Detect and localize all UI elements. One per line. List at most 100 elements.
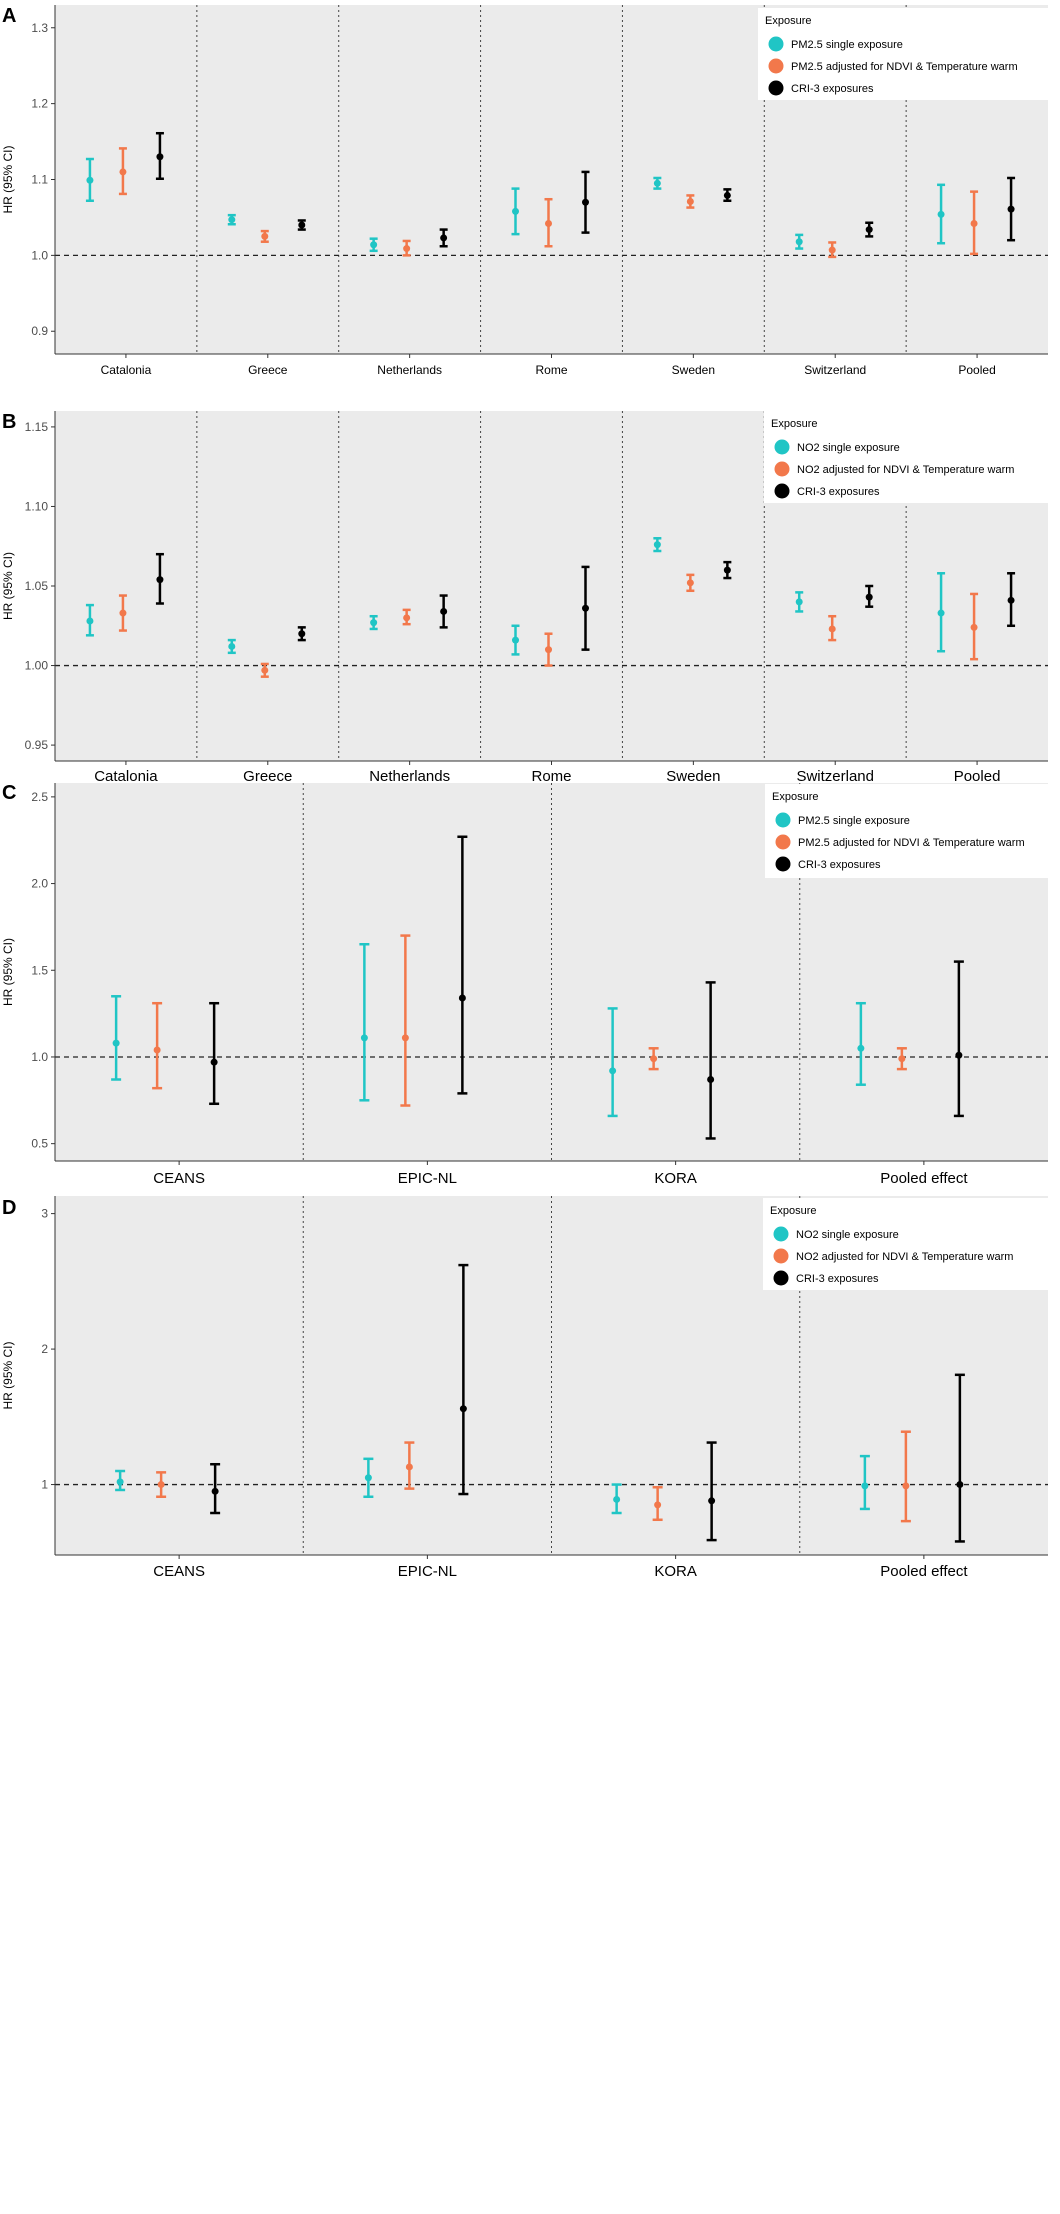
point-estimate <box>459 1405 467 1413</box>
y-tick-label: 1.00 <box>25 659 49 673</box>
legend-key <box>768 80 784 96</box>
category-label: Greece <box>248 363 288 377</box>
legend-box <box>763 1198 1048 1290</box>
point-estimate <box>405 1463 413 1471</box>
point-estimate <box>861 1482 869 1490</box>
point-estimate <box>157 1481 165 1489</box>
y-axis-title: HR (95% CI) <box>1 938 15 1006</box>
category-label: EPIC-NL <box>398 1563 457 1580</box>
point-estimate <box>360 1034 368 1042</box>
legend-box <box>765 784 1048 878</box>
category-label: Netherlands <box>377 363 442 377</box>
category-label: CEANS <box>153 1170 205 1187</box>
point-estimate <box>228 216 236 224</box>
category-label: Pooled effect <box>880 1563 968 1580</box>
legend-box <box>758 8 1048 100</box>
legend-title: Exposure <box>771 418 817 430</box>
point-estimate <box>970 623 978 631</box>
point-estimate <box>937 609 945 617</box>
category-label: Switzerland <box>796 768 874 785</box>
y-tick-label: 2.5 <box>31 790 48 804</box>
point-estimate <box>1007 205 1015 213</box>
point-estimate <box>545 220 552 228</box>
legend-label: PM2.5 single exposure <box>791 39 903 51</box>
point-estimate <box>609 1067 617 1075</box>
legend-label: PM2.5 single exposure <box>798 815 910 827</box>
legend-box <box>764 411 1048 503</box>
legend-label: CRI-3 exposures <box>791 83 874 95</box>
legend-key <box>775 812 791 828</box>
legend-key <box>773 1270 789 1286</box>
point-estimate <box>156 576 164 584</box>
point-estimate <box>403 245 411 253</box>
point-estimate <box>970 220 978 228</box>
point-estimate <box>119 168 127 176</box>
category-label: Pooled <box>954 768 1001 785</box>
legend-label: NO2 adjusted for NDVI & Temperature warm <box>796 1251 1013 1263</box>
y-axis-title: HR (95% CI) <box>1 1341 15 1409</box>
legend-label: PM2.5 adjusted for NDVI & Temperature wa… <box>791 61 1018 73</box>
y-tick-label: 1.3 <box>31 21 48 35</box>
panel-c: C 0.5 1.0 1.5 2.0 2.5 HR (95% CI) CEANS EPIC-NL K… <box>1 782 1048 1187</box>
y-tick-label: 1.10 <box>25 499 49 513</box>
legend-title: Exposure <box>765 15 811 27</box>
category-label: Rome <box>531 768 571 785</box>
panel-b: B 0.95 1.00 1.05 1.10 1.15 HR (95% CI) Cataloni… <box>1 411 1048 785</box>
point-estimate <box>364 1474 372 1482</box>
category-label: Netherlands <box>369 768 450 785</box>
point-estimate <box>582 198 589 206</box>
point-estimate <box>865 593 873 601</box>
y-tick-label: 0.5 <box>31 1137 48 1151</box>
panel-letter: A <box>2 5 16 27</box>
point-estimate <box>865 226 873 234</box>
point-estimate <box>401 1034 409 1042</box>
point-estimate <box>955 1051 963 1059</box>
point-estimate <box>708 1497 716 1505</box>
legend-label: PM2.5 adjusted for NDVI & Temperature wa… <box>798 837 1025 849</box>
legend-key <box>774 461 790 477</box>
point-estimate <box>545 646 552 654</box>
point-estimate <box>458 994 466 1002</box>
y-axis-title: HR (95% CI) <box>1 552 15 620</box>
point-estimate <box>654 1501 662 1509</box>
category-label: Catalonia <box>94 768 158 785</box>
point-estimate <box>956 1481 964 1489</box>
legend-key <box>768 36 784 52</box>
legend-key <box>775 856 791 872</box>
category-label: Catalonia <box>101 363 152 377</box>
point-estimate <box>86 176 94 184</box>
point-estimate <box>795 598 803 606</box>
y-tick-label: 1.05 <box>25 579 49 593</box>
y-tick-label: 1.1 <box>31 173 48 187</box>
point-estimate <box>828 625 836 633</box>
point-estimate <box>723 566 731 574</box>
legend-label: NO2 single exposure <box>797 442 900 454</box>
point-estimate <box>153 1046 161 1054</box>
point-estimate <box>937 210 945 218</box>
point-estimate <box>707 1076 715 1084</box>
category-label: Sweden <box>666 768 720 785</box>
point-estimate <box>650 1055 658 1063</box>
legend-key <box>774 483 790 499</box>
panel-letter: D <box>2 1197 16 1219</box>
legend-label: CRI-3 exposures <box>796 1273 879 1285</box>
point-estimate <box>116 1478 124 1486</box>
point-estimate <box>512 636 519 644</box>
point-estimate <box>86 617 94 625</box>
legend-label: CRI-3 exposures <box>798 859 881 871</box>
y-axis-title: HR (95% CI) <box>1 145 15 213</box>
legend-key <box>775 834 791 850</box>
category-label: Pooled effect <box>880 1170 968 1187</box>
point-estimate <box>403 614 411 622</box>
y-tick-label: 2.0 <box>31 877 48 891</box>
point-estimate <box>112 1039 120 1047</box>
point-estimate <box>211 1487 219 1495</box>
legend-key <box>768 58 784 74</box>
category-label: KORA <box>654 1563 697 1580</box>
y-tick-label: 3 <box>41 1207 48 1221</box>
point-estimate <box>370 619 378 627</box>
y-tick-label: 1.2 <box>31 97 48 111</box>
point-estimate <box>686 198 694 206</box>
y-tick-label: 1.0 <box>31 248 48 262</box>
